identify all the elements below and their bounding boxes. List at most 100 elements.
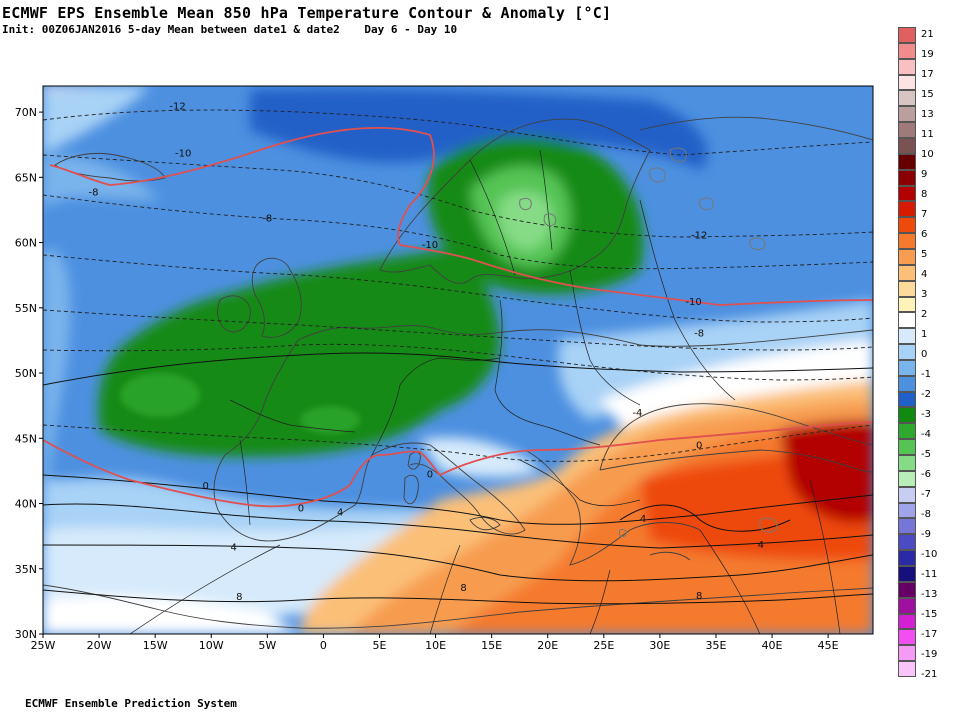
lon-tick-label: 5E: [373, 639, 387, 652]
contour-labels: -12 -10 -8 -8 -10 -12 -10 -8 -4 0 0 0 0 4 4 4 4 8 8 8: [88, 101, 764, 603]
colorbar-tick-label: 8: [921, 189, 928, 200]
contour-minus-4: [43, 352, 873, 386]
border-russia-west: [639, 199, 736, 401]
contour-label: -8: [88, 188, 98, 199]
colorbar-tick-label: 6: [921, 229, 928, 240]
colorbar-swatch: [898, 169, 916, 186]
colorbar-swatch: [898, 217, 916, 234]
island-aegean: [618, 529, 627, 538]
colorbar-swatch: [898, 90, 916, 107]
colorbar-swatch: [898, 264, 916, 281]
lakes-and-islands: [519, 147, 778, 538]
lon-tick-label: 20E: [537, 639, 558, 652]
colorbar-swatch: [898, 439, 916, 456]
contour-label: 0: [202, 481, 208, 492]
lat-tick-label: 45N: [15, 432, 37, 445]
border-sweden-finland: [539, 149, 553, 251]
contour-plus-8: [43, 589, 873, 605]
country-borders: [129, 149, 841, 634]
contour-label: 8: [696, 591, 702, 602]
border-central-europe: [494, 299, 601, 446]
anomaly-neutral-west: [43, 595, 300, 634]
crete-coast: [649, 551, 691, 561]
colorbar-tick-label: 2: [921, 309, 928, 320]
lon-tick-label: 25W: [31, 639, 56, 652]
map-title: ECMWF EPS Ensemble Mean 850 hPa Temperat…: [2, 4, 612, 22]
contour-label: -8: [262, 214, 272, 225]
colorbar-tick-label: 4: [921, 269, 928, 280]
contour-label: -10: [685, 297, 701, 308]
colorbar-tick-label: 15: [921, 89, 934, 100]
lon-tick-label: 15E: [481, 639, 502, 652]
anomaly-field: -12 -10 -8 -8 -10 -12 -10 -8 -4 0 0 0 0 4 4 4 4 8 8 8: [43, 86, 873, 634]
colorbar-tick-label: -10: [921, 549, 938, 560]
contour-label: 4: [640, 514, 646, 525]
colorbar-swatch: [898, 502, 916, 519]
contour-label: 4: [758, 540, 764, 551]
border-poland-belarus: [569, 269, 641, 406]
anomaly-patch-bay-of-biscay: [120, 373, 200, 417]
border-balkans: [519, 459, 641, 507]
great-britain-coast: [251, 257, 302, 338]
lat-tick-label: 50N: [15, 367, 37, 380]
colorbar-swatch: [898, 137, 916, 154]
colorbar-swatch: [898, 42, 916, 59]
anomaly-pale-green-sweden: [498, 191, 553, 250]
colorbar-swatch: [898, 597, 916, 614]
colorbar-swatch: [898, 27, 916, 43]
contour-label: -4: [632, 408, 642, 419]
colorbar-swatch: [898, 359, 916, 376]
contour-zero-red: [43, 421, 873, 508]
anomaly-light-blue-greenland: [43, 86, 150, 155]
map-frame: [42, 85, 874, 635]
colorbar-tick-label: -19: [921, 649, 938, 660]
lon-tick-label: 0: [320, 639, 327, 652]
contour-label: 8: [236, 592, 242, 603]
colorbar-tick-label: -3: [921, 409, 931, 420]
latitude-axis: 70N 65N 60N 55N 50N 45N 40N 35N 30N: [15, 106, 43, 641]
lon-tick-label: 40E: [762, 639, 783, 652]
contour-minus-8: [43, 194, 873, 270]
lat-tick-label: 65N: [15, 171, 37, 184]
lat-tick-label: 60N: [15, 237, 37, 250]
contour-label: -10: [422, 240, 438, 251]
lon-tick-label: 10W: [199, 639, 224, 652]
lon-tick-label: 30E: [649, 639, 670, 652]
colorbar-swatch: [898, 153, 916, 170]
sicily-coast: [469, 517, 501, 531]
colorbar-swatch: [898, 566, 916, 582]
colorbar-tick-label: -11: [921, 569, 938, 580]
anomaly-extreme-caucasus: [780, 420, 873, 523]
lon-tick-label: 20W: [87, 639, 112, 652]
temperature-contours: [43, 352, 873, 605]
colorbar-swatch: [898, 581, 916, 598]
zero-degree-contour: [43, 126, 873, 508]
colorbar-swatch: [898, 248, 916, 265]
lat-tick-label: 70N: [15, 106, 37, 119]
black-sea-south-coast: [599, 449, 873, 473]
contour-minus-2: [43, 424, 873, 462]
contour-label: 4: [230, 542, 236, 553]
border-libya-egypt: [589, 569, 611, 634]
contour-label: 0: [427, 469, 433, 480]
black-sea-north-coast: [599, 403, 873, 471]
colorbar-swatch: [898, 74, 916, 91]
border-france-germany: [371, 357, 501, 456]
colorbar-swatch: [898, 58, 916, 75]
contour-minus-10-red: [49, 126, 873, 306]
contour-plus-4: [43, 474, 873, 525]
lon-tick-label: 10E: [425, 639, 446, 652]
colorbar-swatch: [898, 185, 916, 202]
lat-tick-label: 55N: [15, 302, 37, 315]
lake-vattern: [543, 213, 557, 227]
contour-minus-6-south: [43, 343, 873, 381]
contour-label: 0: [696, 441, 702, 452]
colorbar-swatch: [898, 550, 916, 566]
colorbar-tick-label: -15: [921, 609, 938, 620]
italian-coast: [371, 442, 526, 535]
contour-minus-12: [43, 109, 873, 156]
contour-minus-6: [43, 309, 873, 351]
lake-east: [749, 237, 766, 251]
colorbar-swatch: [898, 534, 916, 551]
